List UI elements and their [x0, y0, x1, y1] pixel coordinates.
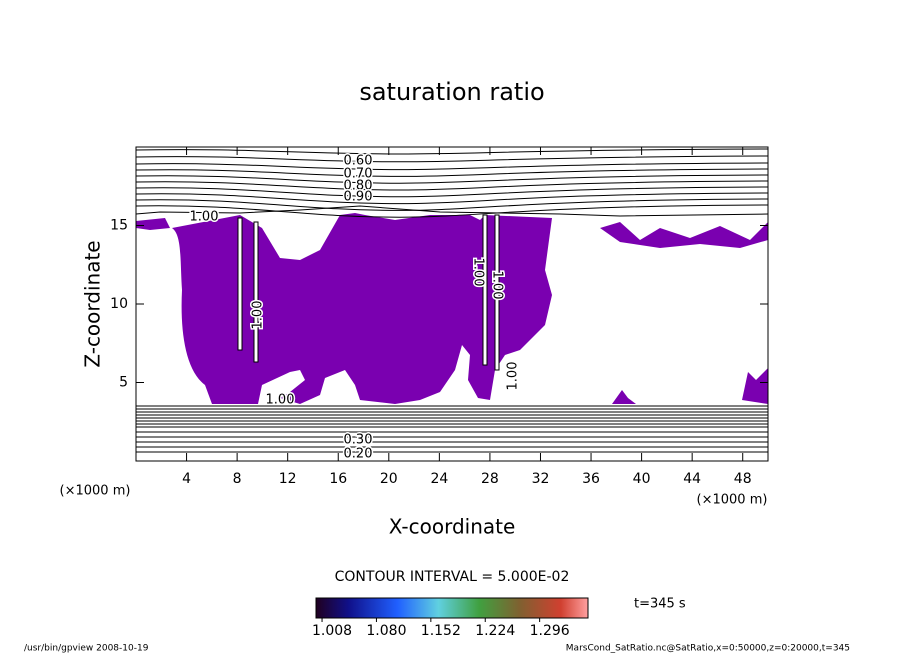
contour-label: 0.70: [344, 167, 373, 182]
contour-line: [136, 205, 768, 217]
x-axis-label: X-coordinate: [389, 515, 516, 539]
contour-label: 1.00: [190, 210, 219, 225]
contour-interval: CONTOUR INTERVAL = 5.000E-02: [335, 569, 570, 585]
contour-line: [136, 155, 768, 163]
x-tick-label: 32: [532, 471, 550, 487]
x-tick-label: 36: [582, 471, 600, 487]
contour-line: [136, 192, 768, 205]
x-tick-label: 4: [182, 471, 191, 487]
colorbar-tick-label: 1.224: [475, 623, 515, 639]
footer-right: MarsCond_SatRatio.nc@SatRatio,x=0:50000,…: [566, 644, 850, 654]
x-tick-label: 28: [481, 471, 499, 487]
contour-label: 1.00: [506, 362, 521, 391]
x-tick-label: 12: [279, 471, 297, 487]
contour-lines: [136, 148, 768, 453]
contour-line: [136, 180, 768, 191]
colorbar-tick-label: 1.152: [421, 623, 461, 639]
y-axis-label: Z-coordinate: [81, 240, 105, 367]
slit: [237, 217, 243, 351]
y-tick-label: 5: [119, 375, 128, 391]
contour-label: 0.80: [344, 179, 373, 194]
x-tick-label: 40: [633, 471, 651, 487]
slit: [253, 221, 259, 363]
colorbar-tick-label: 1.008: [312, 623, 352, 639]
footer-left: /usr/bin/gpview 2008-10-19: [24, 644, 149, 654]
contour-line: [136, 204, 768, 218]
x-tick-label: 44: [683, 471, 701, 487]
contour-line: [136, 174, 768, 184]
x-unit: (×1000 m): [697, 493, 768, 508]
contour-label: 0.60: [344, 154, 373, 169]
contour-line: [136, 198, 768, 211]
y-tick-label: 15: [110, 218, 128, 234]
colorbar-tick-label: 1.296: [530, 623, 570, 639]
contour-label: 0.90: [344, 190, 373, 205]
contour-label: 1.00: [490, 271, 505, 300]
contour-line: [136, 162, 768, 171]
time-label: t=345 s: [634, 597, 686, 612]
colorbar-tick-label: 1.080: [366, 623, 406, 639]
slit: [494, 214, 500, 371]
x-tick-label: 20: [380, 471, 398, 487]
contour-label: 1.00: [471, 258, 486, 287]
contour-line: [136, 148, 768, 155]
y-unit: (×1000 m): [60, 484, 131, 499]
y-tick-label: 10: [110, 296, 128, 312]
contour-label: 1.00: [251, 301, 266, 330]
colorbar: [315, 597, 589, 619]
x-tick-label: 8: [233, 471, 242, 487]
x-tick-label: 48: [734, 471, 752, 487]
contour-label: 0.20: [344, 447, 373, 462]
slits: [237, 214, 500, 371]
slit: [482, 214, 488, 366]
x-tick-label: 16: [329, 471, 347, 487]
contour-line: [136, 168, 768, 177]
contour-line: [136, 186, 768, 198]
x-tick-label: 24: [430, 471, 448, 487]
filled-region: [136, 213, 768, 404]
contour-label: 0.30: [344, 433, 373, 448]
contour-label: 1.00: [266, 393, 295, 408]
chart-title: saturation ratio: [359, 78, 544, 106]
